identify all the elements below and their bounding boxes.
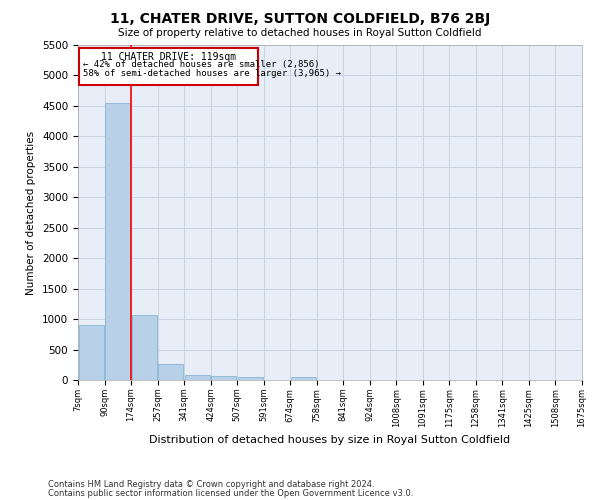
Text: Contains public sector information licensed under the Open Government Licence v3: Contains public sector information licen…	[48, 488, 413, 498]
Bar	[185, 375, 210, 380]
Bar	[79, 48, 259, 84]
Bar	[238, 377, 263, 380]
Text: 11, CHATER DRIVE, SUTTON COLDFIELD, B76 2BJ: 11, CHATER DRIVE, SUTTON COLDFIELD, B76 …	[110, 12, 490, 26]
Text: 58% of semi-detached houses are larger (3,965) →: 58% of semi-detached houses are larger (…	[83, 69, 341, 78]
Text: ← 42% of detached houses are smaller (2,856): ← 42% of detached houses are smaller (2,…	[83, 60, 320, 69]
X-axis label: Distribution of detached houses by size in Royal Sutton Coldfield: Distribution of detached houses by size …	[149, 435, 511, 445]
Y-axis label: Number of detached properties: Number of detached properties	[26, 130, 37, 294]
Text: Size of property relative to detached houses in Royal Sutton Coldfield: Size of property relative to detached ho…	[118, 28, 482, 38]
Bar	[158, 364, 184, 380]
Bar	[291, 377, 316, 380]
Bar	[79, 325, 104, 380]
Bar	[211, 376, 236, 380]
Bar	[132, 316, 157, 380]
Text: 11 CHATER DRIVE: 119sqm: 11 CHATER DRIVE: 119sqm	[101, 52, 236, 62]
Text: Contains HM Land Registry data © Crown copyright and database right 2024.: Contains HM Land Registry data © Crown c…	[48, 480, 374, 489]
Bar	[105, 103, 130, 380]
